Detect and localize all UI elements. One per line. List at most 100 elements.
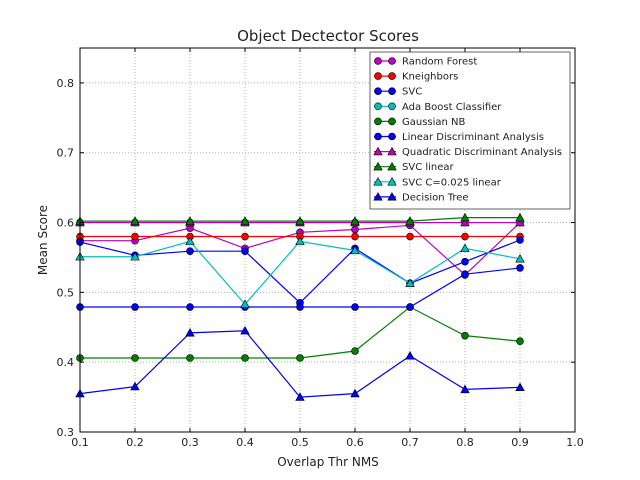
legend-marker (374, 132, 382, 141)
legend-label: SVC C=0.025 linear (402, 177, 502, 188)
data-point-kneighbors (461, 232, 469, 241)
x-tick-label: 0.1 (71, 436, 89, 449)
data-point-kneighbors (351, 232, 359, 241)
legend-marker (387, 176, 397, 186)
y-tick-label: 0.7 (57, 147, 75, 160)
legend-marker (374, 117, 382, 126)
series-random-forest (76, 218, 524, 279)
legend-item: SVC linear (373, 161, 455, 173)
legend-marker (387, 192, 397, 201)
data-point-decision-tree (350, 388, 360, 398)
data-point-linear-discriminant-analysis (351, 303, 359, 311)
x-tick-label: 0.7 (401, 436, 419, 449)
data-point-svc (461, 257, 469, 266)
legend-marker (373, 161, 383, 171)
y-tick-label: 0.3 (57, 426, 75, 439)
data-point-svc-linear (240, 216, 250, 225)
data-point-svc-c-0-025-linear (350, 245, 360, 255)
legend-item: Gaussian NB (374, 117, 466, 128)
data-point-kneighbors (406, 232, 414, 241)
legend-item: Random Forest (374, 57, 477, 68)
legend-item: Kneighbors (374, 72, 458, 83)
data-point-gaussian-nb (351, 347, 359, 355)
series-svc-linear (75, 212, 525, 225)
x-tick-label: 0.2 (126, 436, 144, 449)
data-point-svc-c-0-025-linear (515, 254, 525, 263)
y-tick-label: 0.8 (57, 77, 75, 90)
data-point-svc-c-0-025-linear (460, 243, 470, 253)
legend-marker (374, 87, 382, 95)
data-point-decision-tree (240, 325, 250, 335)
data-point-linear-discriminant-analysis (406, 303, 414, 311)
data-point-gaussian-nb (241, 354, 249, 362)
data-point-svc-linear (130, 216, 140, 225)
data-point-gaussian-nb (516, 337, 524, 346)
legend-marker (388, 102, 396, 111)
legend-label: Random Forest (402, 57, 477, 68)
legend-item: SVC (374, 87, 422, 98)
data-point-svc-linear (185, 216, 195, 225)
data-point-gaussian-nb (296, 354, 304, 362)
x-tick-label: 0.6 (346, 436, 364, 449)
data-point-svc-c-0-025-linear (405, 278, 415, 287)
legend-item: SVC C=0.025 linear (373, 176, 502, 188)
x-tick-label: 1.0 (566, 436, 584, 449)
data-point-quadratic-discriminant-analysis (460, 217, 470, 227)
data-point-linear-discriminant-analysis (516, 264, 524, 272)
data-point-svc-c-0-025-linear (240, 299, 250, 308)
data-point-linear-discriminant-analysis (461, 270, 469, 279)
y-tick-label: 0.6 (57, 217, 75, 230)
legend-marker (388, 87, 396, 95)
data-point-svc-linear (295, 216, 305, 225)
series-linear-discriminant-analysis (76, 264, 524, 311)
series-decision-tree (75, 325, 525, 401)
series-layer (75, 212, 525, 401)
legend-marker (388, 72, 396, 80)
legend-label: Decision Tree (402, 192, 469, 203)
ticks: 0.1 0.2 0.3 0.4 0.5 0.6 0.7 0.8 0.9 1.0 0.3 0.4 0.5 0… (57, 48, 584, 449)
legend-marker (388, 117, 396, 126)
legend-marker (374, 102, 382, 111)
data-point-svc-linear (405, 216, 415, 225)
data-point-svc-c-0-025-linear (185, 236, 195, 246)
data-point-kneighbors (131, 232, 139, 241)
data-point-svc-linear (515, 212, 525, 222)
data-point-decision-tree (130, 381, 140, 391)
legend-marker (373, 176, 383, 186)
chart-title: Object Dectector Scores (237, 27, 419, 45)
legend-box (369, 51, 571, 210)
x-tick-label: 0.8 (456, 436, 474, 449)
data-point-linear-discriminant-analysis (296, 303, 304, 311)
data-point-decision-tree (295, 392, 305, 401)
legend: Random Forest Kneighbors SVC Ada Boost Clas… (369, 51, 571, 210)
legend-label: SVC (402, 87, 422, 98)
legend-marker (388, 132, 396, 141)
data-point-svc-linear (460, 212, 470, 222)
data-point-svc (516, 236, 524, 244)
data-point-linear-discriminant-analysis (131, 303, 139, 311)
series-svc-c-0-025-linear (75, 236, 525, 308)
legend-item: Ada Boost Classifier (374, 102, 502, 113)
x-tick-label: 0.9 (511, 436, 529, 449)
plot-frame (79, 47, 576, 433)
data-point-linear-discriminant-analysis (186, 303, 194, 311)
data-point-kneighbors (241, 232, 249, 241)
x-axis-title: Overlap Thr NMS (277, 455, 379, 469)
data-point-svc (186, 247, 194, 255)
x-tick-label: 0.3 (181, 436, 199, 449)
legend-marker (373, 146, 383, 156)
y-tick-label: 0.4 (57, 356, 75, 369)
legend-marker (387, 146, 397, 156)
data-point-gaussian-nb (131, 354, 139, 362)
data-point-svc-linear (350, 216, 360, 225)
legend-item: Quadratic Discriminant Analysis (373, 146, 562, 158)
legend-label: Gaussian NB (402, 117, 466, 128)
data-point-gaussian-nb (186, 354, 194, 362)
y-tick-label: 0.5 (57, 286, 75, 299)
series-line-gaussian-nb (80, 306, 521, 359)
legend-marker (373, 192, 383, 201)
data-point-svc-c-0-025-linear (295, 236, 305, 246)
y-axis-title: Mean Score (36, 205, 50, 275)
x-tick-label: 0.4 (236, 436, 254, 449)
